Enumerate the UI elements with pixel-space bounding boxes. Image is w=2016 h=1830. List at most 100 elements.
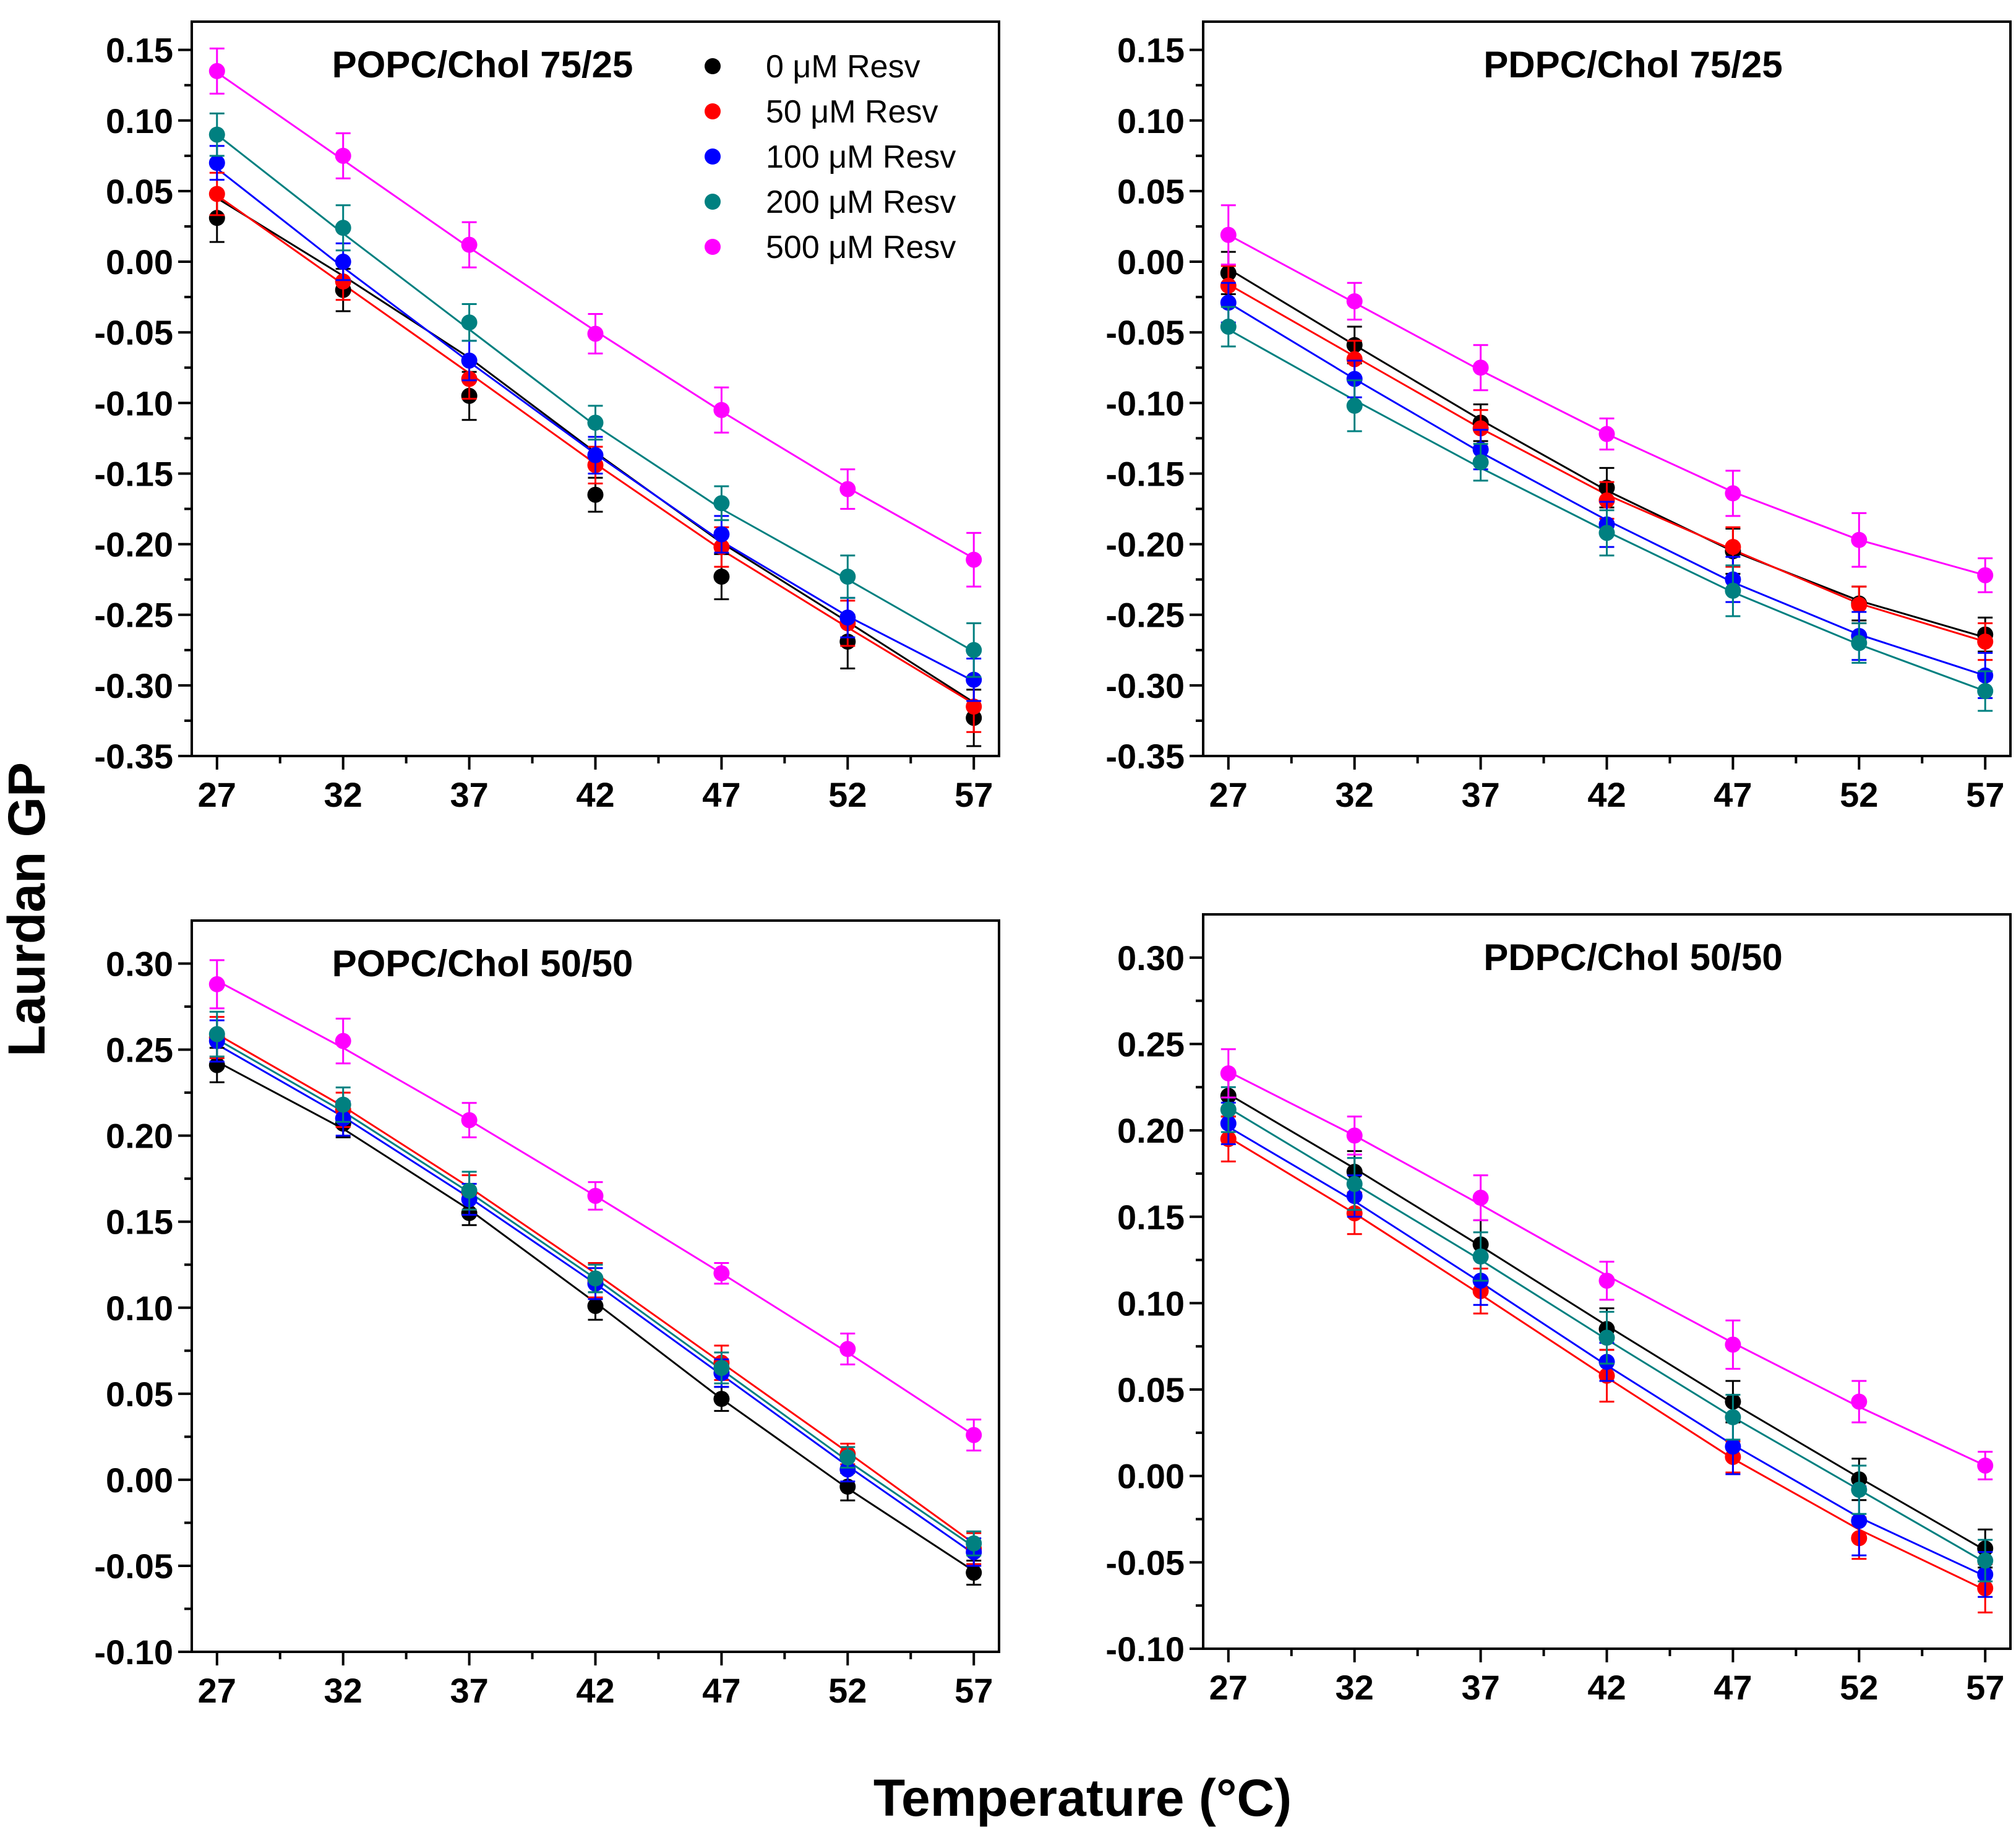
y-tick-label: 0.30 bbox=[106, 945, 173, 984]
data-point bbox=[208, 155, 225, 171]
data-point bbox=[1725, 1438, 1741, 1455]
y-tick-label: 0.20 bbox=[106, 1117, 173, 1156]
plot-frame bbox=[1202, 20, 2012, 757]
x-tick-label: 37 bbox=[1461, 1668, 1499, 1707]
data-point bbox=[966, 671, 982, 688]
legend-marker bbox=[705, 103, 721, 119]
y-tick-label: 0.25 bbox=[1117, 1025, 1185, 1063]
y-tick-label: -0.35 bbox=[94, 737, 173, 776]
panel-title: PDPC/Chol 75/25 bbox=[1483, 44, 1783, 85]
y-tick-label: -0.10 bbox=[94, 1633, 173, 1672]
legend-label: 0 μM Resv bbox=[766, 49, 920, 85]
data-point bbox=[208, 1026, 225, 1042]
data-point bbox=[839, 481, 856, 497]
data-point bbox=[208, 126, 225, 143]
x-tick-label: 47 bbox=[702, 1671, 740, 1710]
x-tick-label: 37 bbox=[1461, 775, 1499, 814]
data-point bbox=[461, 352, 478, 369]
data-point bbox=[1725, 539, 1741, 556]
data-point bbox=[713, 402, 730, 418]
data-point bbox=[1472, 1248, 1489, 1265]
data-point bbox=[208, 976, 225, 992]
data-point bbox=[461, 236, 478, 253]
x-tick-label: 37 bbox=[450, 775, 488, 814]
y-tick-label: -0.05 bbox=[1105, 1543, 1185, 1582]
y-tick-label: 0.00 bbox=[106, 243, 173, 281]
data-point bbox=[587, 325, 604, 342]
data-point bbox=[1220, 319, 1237, 335]
panel-title: PDPC/Chol 50/50 bbox=[1483, 937, 1783, 978]
data-point bbox=[208, 186, 225, 202]
data-point bbox=[1346, 371, 1363, 387]
data-point bbox=[966, 1535, 982, 1552]
y-tick-label: -0.30 bbox=[1105, 666, 1185, 705]
x-tick-label: 57 bbox=[1966, 1668, 2004, 1707]
x-tick-label: 47 bbox=[1714, 775, 1752, 814]
x-tick-label: 42 bbox=[576, 1671, 614, 1710]
x-tick-label: 27 bbox=[198, 1671, 236, 1710]
x-tick-label: 57 bbox=[954, 1671, 993, 1710]
x-tick-label: 42 bbox=[1587, 1668, 1626, 1707]
data-point bbox=[713, 495, 730, 512]
x-tick-label: 32 bbox=[324, 775, 362, 814]
data-point bbox=[1346, 293, 1363, 309]
x-tick-label: 52 bbox=[828, 775, 867, 814]
legend-marker bbox=[705, 239, 721, 255]
y-tick-label: 0.15 bbox=[106, 31, 173, 70]
x-tick-label: 57 bbox=[1966, 775, 2004, 814]
y-tick-label: 0.00 bbox=[1117, 243, 1185, 281]
data-point bbox=[1851, 531, 1868, 548]
x-tick-label: 27 bbox=[1209, 775, 1248, 814]
chart-panel-2: 27 32 37 42 47 52 57 0.15 0.10 0.05 0.00 -0.05 -0.10… bbox=[1105, 20, 2012, 814]
data-point bbox=[335, 220, 351, 236]
y-tick-label: 0.15 bbox=[1117, 1198, 1185, 1237]
y-tick-label: -0.20 bbox=[1105, 525, 1185, 564]
data-point bbox=[1472, 359, 1489, 376]
y-tick-label: -0.10 bbox=[1105, 1630, 1185, 1669]
data-point bbox=[966, 642, 982, 658]
x-tick-label: 27 bbox=[1209, 1668, 1248, 1707]
data-point bbox=[1472, 1190, 1489, 1206]
legend-marker bbox=[705, 194, 721, 210]
data-point bbox=[1725, 485, 1741, 502]
y-tick-label: -0.35 bbox=[1105, 737, 1185, 776]
y-tick-label: 0.30 bbox=[1117, 939, 1185, 977]
panel-title: POPC/Chol 50/50 bbox=[332, 943, 633, 984]
data-point bbox=[713, 1265, 730, 1282]
y-tick-label: 0.10 bbox=[1117, 1284, 1185, 1323]
data-point bbox=[1977, 682, 1994, 699]
data-point bbox=[1220, 1101, 1237, 1118]
data-point bbox=[713, 1360, 730, 1377]
data-point bbox=[1472, 420, 1489, 437]
data-point bbox=[1598, 492, 1615, 509]
data-point bbox=[1725, 1409, 1741, 1425]
data-point bbox=[335, 147, 351, 164]
data-point bbox=[839, 569, 856, 585]
data-point bbox=[713, 526, 730, 543]
data-point bbox=[1346, 397, 1363, 414]
data-point bbox=[713, 1391, 730, 1407]
legend-label: 500 μM Resv bbox=[766, 230, 956, 265]
data-point bbox=[1851, 1513, 1868, 1529]
data-point bbox=[1346, 351, 1363, 367]
data-point bbox=[966, 551, 982, 568]
y-tick-label: 0.20 bbox=[1117, 1111, 1185, 1150]
data-point bbox=[208, 62, 225, 79]
data-point bbox=[587, 1297, 604, 1314]
x-axis-title: Temperature (°C) bbox=[873, 1769, 1292, 1827]
data-point bbox=[966, 1427, 982, 1443]
legend-label: 200 μM Resv bbox=[766, 184, 956, 220]
data-point bbox=[1725, 582, 1741, 599]
data-point bbox=[839, 1341, 856, 1357]
data-point bbox=[839, 1479, 856, 1495]
data-point bbox=[587, 1270, 604, 1287]
data-point bbox=[1851, 596, 1868, 613]
legend: 0 μM Resv 50 μM Resv 100 μM Resv 200 μM Res… bbox=[705, 49, 956, 265]
x-tick-label: 32 bbox=[1336, 1668, 1374, 1707]
x-tick-label: 42 bbox=[1587, 775, 1626, 814]
data-point bbox=[587, 1187, 604, 1204]
data-point bbox=[1725, 1336, 1741, 1353]
data-point bbox=[461, 1182, 478, 1199]
y-tick-label: -0.20 bbox=[94, 525, 173, 564]
